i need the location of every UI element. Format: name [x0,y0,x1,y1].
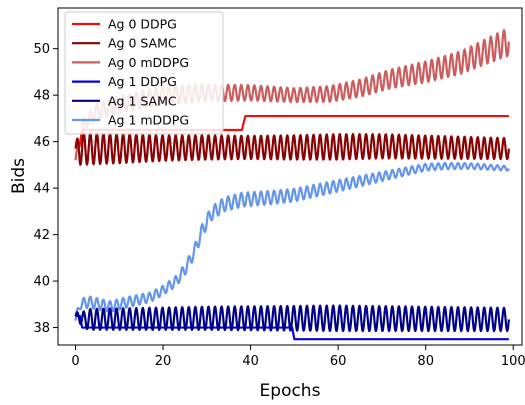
legend-label: Ag 0 SAMC [108,36,177,51]
legend-label: Ag 0 DDPG [108,17,177,32]
x-tick-label: 40 [242,354,259,369]
x-tick-label: 100 [501,354,525,369]
legend-label: Ag 1 SAMC [108,93,177,108]
y-tick-label: 46 [33,135,50,150]
y-axis-label: Bids [9,158,29,194]
legend-label: Ag 1 mDDPG [108,113,189,128]
y-tick-label: 38 [33,321,50,336]
x-tick-label: 60 [330,354,347,369]
plot-frame [57,7,523,346]
y-tick-label: 44 [33,182,50,197]
y-tick-label: 42 [33,228,50,243]
legend-label: Ag 0 mDDPG [108,55,189,70]
x-axis-label: Epochs [260,381,321,401]
y-tick-label: 48 [33,89,50,104]
legend-box [64,11,224,135]
series-line-4 [74,304,510,333]
x-tick-label: 20 [155,354,172,369]
series-line-5 [74,161,510,321]
legend-label: Ag 1 DDPG [108,74,177,89]
y-tick-label: 40 [33,275,50,290]
legend: Ag 0 DDPG Ag 0 SAMC Ag 0 mDDPG Ag 1 DDPG Ag … [64,11,224,135]
series-line-1 [74,131,510,166]
y-tick-label: 50 [33,42,50,57]
x-tick-label: 80 [417,354,434,369]
axes-layer: 0 20 40 60 80 100 38 40 42 44 46 48 50 [33,42,525,369]
x-tick-label: 0 [71,354,79,369]
